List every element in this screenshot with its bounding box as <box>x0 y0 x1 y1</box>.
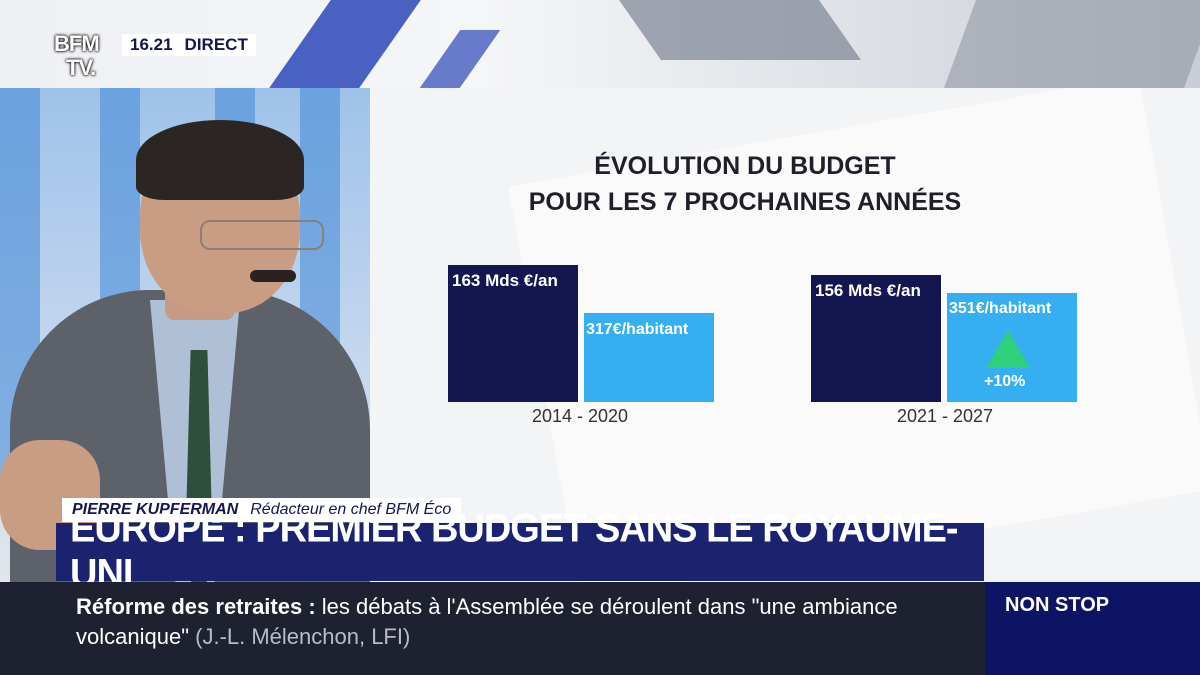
headline-banner: EUROPE : PREMIER BUDGET SANS LE ROYAUME-… <box>56 507 984 596</box>
live-label: DIRECT <box>184 35 248 54</box>
bfmtv-logo: BFM TV. <box>54 31 100 80</box>
live-badge: 16.21 DIRECT <box>122 34 256 56</box>
non-stop-badge: NON STOP <box>985 582 1200 675</box>
change-label-2021-2027: +10% <box>984 373 1026 390</box>
total-label-2014-2020: 163 Mds €/an <box>452 271 558 290</box>
ticker-separator: : <box>308 594 316 619</box>
headline-text: EUROPE : PREMIER BUDGET SANS LE ROYAUME-… <box>70 506 959 597</box>
bar-total-2014-2020 <box>448 265 578 402</box>
ticker-topic: Réforme des retraites <box>76 594 303 619</box>
bar-per-capita-2014-2020 <box>584 313 714 402</box>
speaker-name: PIERRE KUPFERMAN <box>72 501 239 518</box>
ticker-source: (J.-L. Mélenchon, LFI) <box>195 624 411 649</box>
period-label-2014-2020: 2014 - 2020 <box>531 406 629 426</box>
total-label-2021-2027: 156 Mds €/an <box>815 281 921 300</box>
ticker-message: les débats à l'Assemblée se déroulent da… <box>76 594 898 649</box>
infographic-title: ÉVOLUTION DU BUDGET POUR LES 7 PROCHAINE… <box>528 152 962 216</box>
bar-total-2021-2027 <box>811 275 941 402</box>
speaker-role: Rédacteur en chef BFM Éco <box>250 501 452 518</box>
period-label-2021-2027: 2021 - 2027 <box>896 406 994 426</box>
clock-time: 16.21 <box>130 35 173 54</box>
per-capita-label-2014-2020: 317€/habitant <box>586 321 689 338</box>
increase-arrow-icon <box>986 330 1030 368</box>
ticker-text: Réforme des retraites : les débats à l'A… <box>76 592 976 652</box>
per-capita-label-2021-2027: 351€/habitant <box>949 300 1052 317</box>
speaker-caption: PIERRE KUPFERMAN Rédacteur en chef BFM É… <box>62 498 462 522</box>
budget-infographic: ÉVOLUTION DU BUDGET POUR LES 7 PROCHAINE… <box>370 88 1200 588</box>
non-stop-label: NON STOP <box>1005 594 1110 616</box>
